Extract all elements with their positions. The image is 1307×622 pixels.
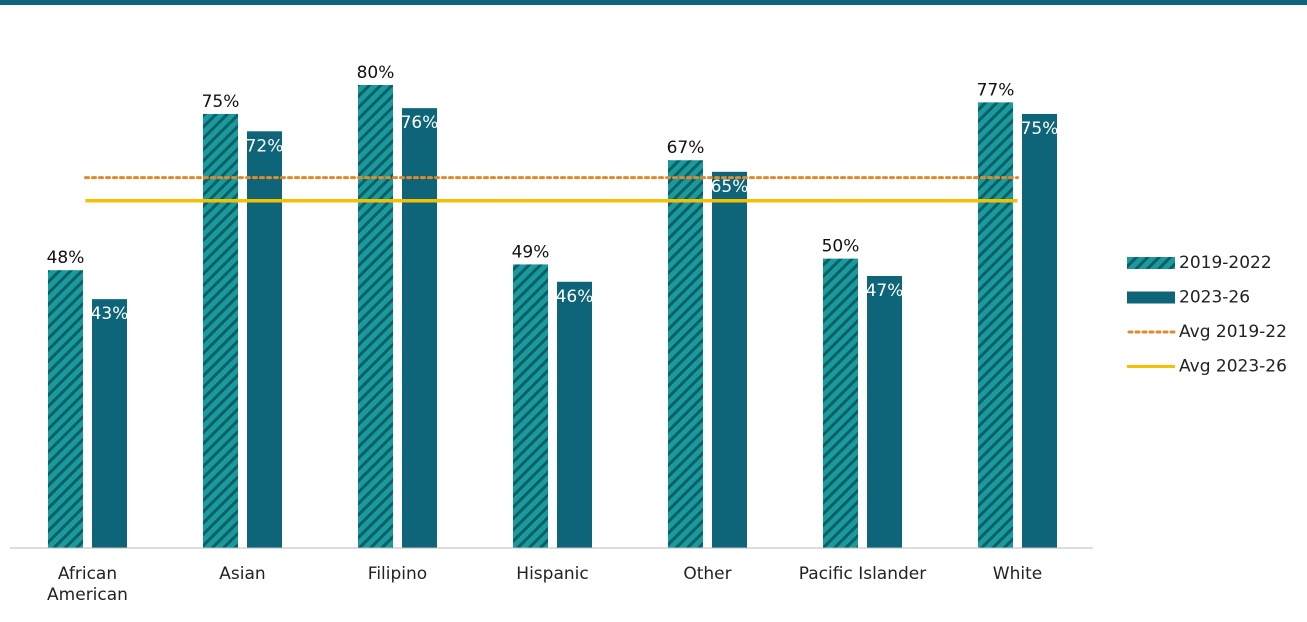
data-label: 72% [246, 136, 284, 156]
data-label: 65% [711, 177, 749, 197]
bar [402, 108, 437, 549]
data-label: 48% [47, 248, 85, 268]
x-tick-label: Other [683, 564, 732, 584]
bar [668, 160, 703, 549]
data-label: 75% [202, 92, 240, 112]
data-label: 76% [401, 113, 439, 133]
legend-swatch [1127, 257, 1175, 269]
bar [247, 131, 282, 549]
data-label: 43% [91, 304, 129, 324]
bar [1022, 113, 1057, 548]
bar [557, 281, 592, 548]
bar [203, 113, 238, 548]
x-tick-label: African American [47, 564, 128, 605]
bar [978, 102, 1013, 549]
data-label: 49% [512, 242, 550, 262]
data-label: 80% [357, 63, 395, 83]
bar [712, 171, 747, 548]
x-tick-label: Pacific Islander [798, 564, 927, 584]
bar [867, 275, 902, 548]
legend-swatch [1127, 291, 1175, 304]
bar [92, 299, 127, 548]
legend-label: 2023-26 [1179, 288, 1250, 308]
data-label: 77% [977, 80, 1015, 100]
data-label: 75% [1021, 119, 1059, 139]
x-tick-label: Filipino [367, 564, 428, 584]
legend-label: Avg 2019-22 [1179, 322, 1287, 342]
bar [358, 85, 393, 548]
top-band [0, 0, 1307, 5]
bar [823, 258, 858, 548]
legend-label: Avg 2023-26 [1179, 357, 1287, 377]
bar [48, 270, 83, 548]
legend-label: 2019-2022 [1179, 253, 1272, 273]
data-label: 46% [556, 287, 594, 307]
bar [513, 264, 548, 548]
x-tick-label: Asian [219, 564, 266, 584]
data-label: 50% [822, 237, 860, 257]
x-tick-label: White [992, 564, 1043, 584]
x-tick-label: Hispanic [516, 564, 589, 584]
data-label: 47% [866, 281, 904, 301]
data-label: 67% [667, 138, 705, 158]
